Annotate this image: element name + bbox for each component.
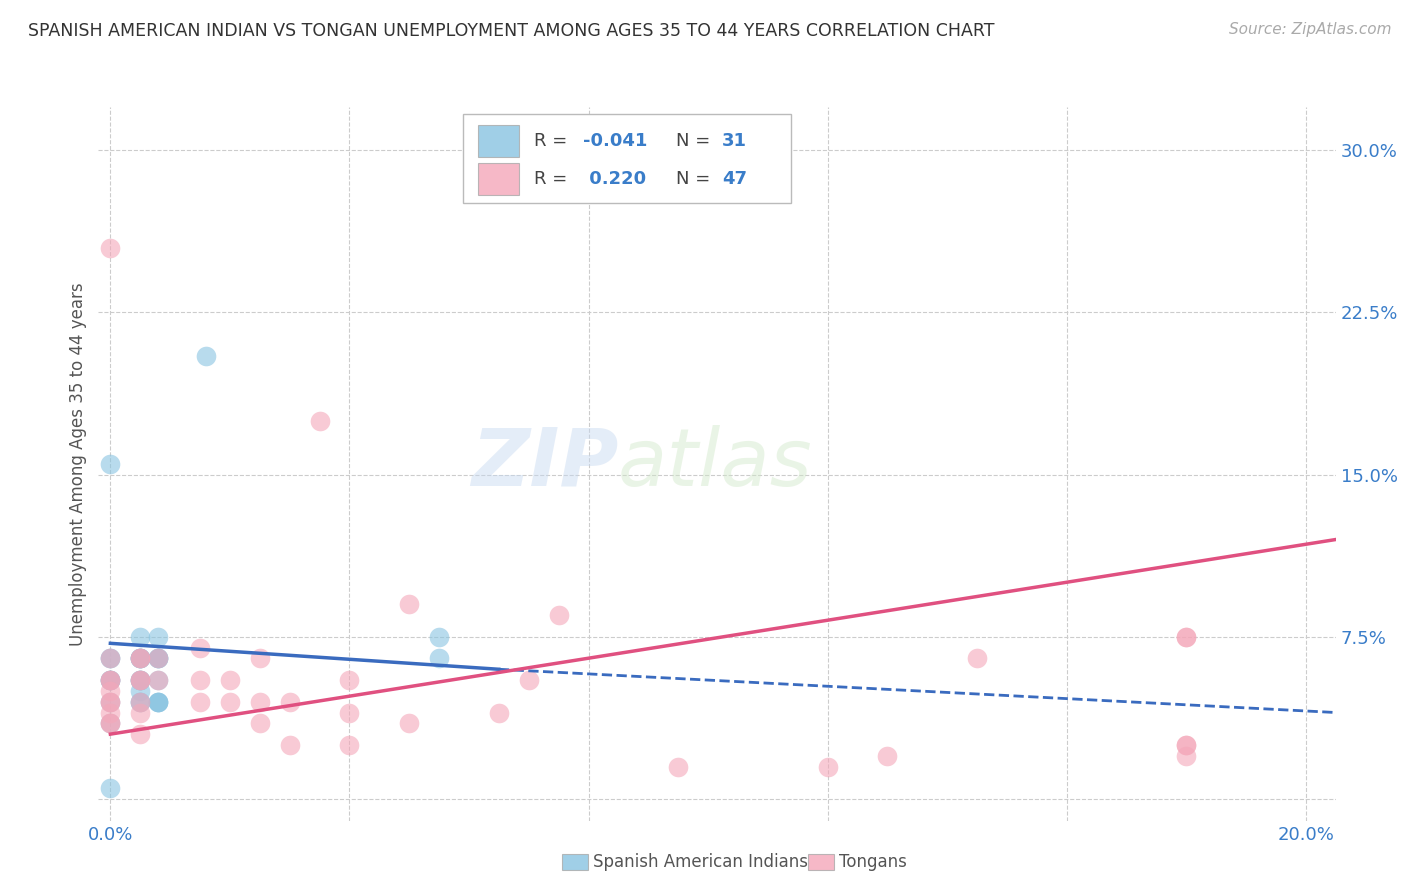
Point [100, 695, 122, 709]
Text: 0.220: 0.220 [583, 170, 647, 188]
Point [339, 706, 361, 720]
Text: SPANISH AMERICAN INDIAN VS TONGAN UNEMPLOYMENT AMONG AGES 35 TO 44 YEARS CORRELA: SPANISH AMERICAN INDIAN VS TONGAN UNEMPL… [28, 22, 994, 40]
Point [129, 695, 152, 709]
Point [129, 630, 152, 644]
Point [100, 716, 122, 731]
Point [100, 651, 122, 665]
Point [148, 651, 170, 665]
Point [1175, 738, 1198, 752]
Point [148, 651, 170, 665]
FancyBboxPatch shape [478, 125, 519, 157]
Point [100, 651, 122, 665]
Point [339, 673, 361, 687]
Point [129, 673, 152, 687]
Text: atlas: atlas [619, 425, 813, 503]
Point [129, 695, 152, 709]
Point [427, 651, 450, 665]
Point [100, 695, 122, 709]
FancyBboxPatch shape [808, 854, 834, 870]
Point [966, 651, 988, 665]
Text: N =: N = [676, 132, 716, 150]
Point [1175, 748, 1198, 763]
Point [100, 716, 122, 731]
Point [129, 651, 152, 665]
Point [100, 673, 122, 687]
Point [129, 651, 152, 665]
Point [278, 695, 301, 709]
Point [129, 673, 152, 687]
Point [100, 781, 122, 796]
Point [100, 695, 122, 709]
Point [148, 651, 170, 665]
Point [129, 651, 152, 665]
Point [427, 630, 450, 644]
Point [339, 738, 361, 752]
Text: 31: 31 [723, 132, 747, 150]
Point [1175, 630, 1198, 644]
Point [100, 457, 122, 471]
Point [129, 706, 152, 720]
Point [219, 695, 242, 709]
Text: R =: R = [534, 170, 572, 188]
Point [100, 706, 122, 720]
Point [278, 738, 301, 752]
Point [100, 651, 122, 665]
Point [547, 608, 569, 623]
Point [249, 651, 271, 665]
Point [148, 695, 170, 709]
Point [398, 598, 420, 612]
Text: ZIP: ZIP [471, 425, 619, 503]
Y-axis label: Unemployment Among Ages 35 to 44 years: Unemployment Among Ages 35 to 44 years [69, 282, 87, 646]
Point [148, 630, 170, 644]
Point [1175, 630, 1198, 644]
FancyBboxPatch shape [464, 114, 792, 203]
Point [817, 759, 839, 773]
Text: -0.041: -0.041 [583, 132, 648, 150]
Text: Source: ZipAtlas.com: Source: ZipAtlas.com [1229, 22, 1392, 37]
Point [100, 716, 122, 731]
Point [876, 748, 898, 763]
Point [100, 684, 122, 698]
Point [129, 695, 152, 709]
Point [148, 695, 170, 709]
Text: Spanish American Indians: Spanish American Indians [593, 853, 808, 871]
Point [249, 695, 271, 709]
Point [100, 241, 122, 255]
Point [129, 651, 152, 665]
Point [488, 706, 510, 720]
Point [398, 716, 420, 731]
Text: R =: R = [534, 132, 572, 150]
Point [129, 651, 152, 665]
Point [129, 727, 152, 741]
FancyBboxPatch shape [562, 854, 588, 870]
Point [148, 695, 170, 709]
Point [517, 673, 540, 687]
Point [1175, 738, 1198, 752]
Point [100, 673, 122, 687]
Point [100, 673, 122, 687]
Point [129, 684, 152, 698]
Point [195, 349, 218, 363]
Point [188, 673, 211, 687]
Point [148, 673, 170, 687]
Point [249, 716, 271, 731]
Text: N =: N = [676, 170, 716, 188]
Point [148, 651, 170, 665]
Point [129, 673, 152, 687]
FancyBboxPatch shape [478, 162, 519, 194]
Point [148, 673, 170, 687]
Point [129, 673, 152, 687]
Point [100, 673, 122, 687]
Point [100, 673, 122, 687]
Point [188, 695, 211, 709]
Point [129, 651, 152, 665]
Point [308, 414, 330, 428]
Point [219, 673, 242, 687]
Point [666, 759, 689, 773]
Point [188, 640, 211, 655]
Point [129, 673, 152, 687]
Text: Tongans: Tongans [839, 853, 907, 871]
Text: 47: 47 [723, 170, 747, 188]
